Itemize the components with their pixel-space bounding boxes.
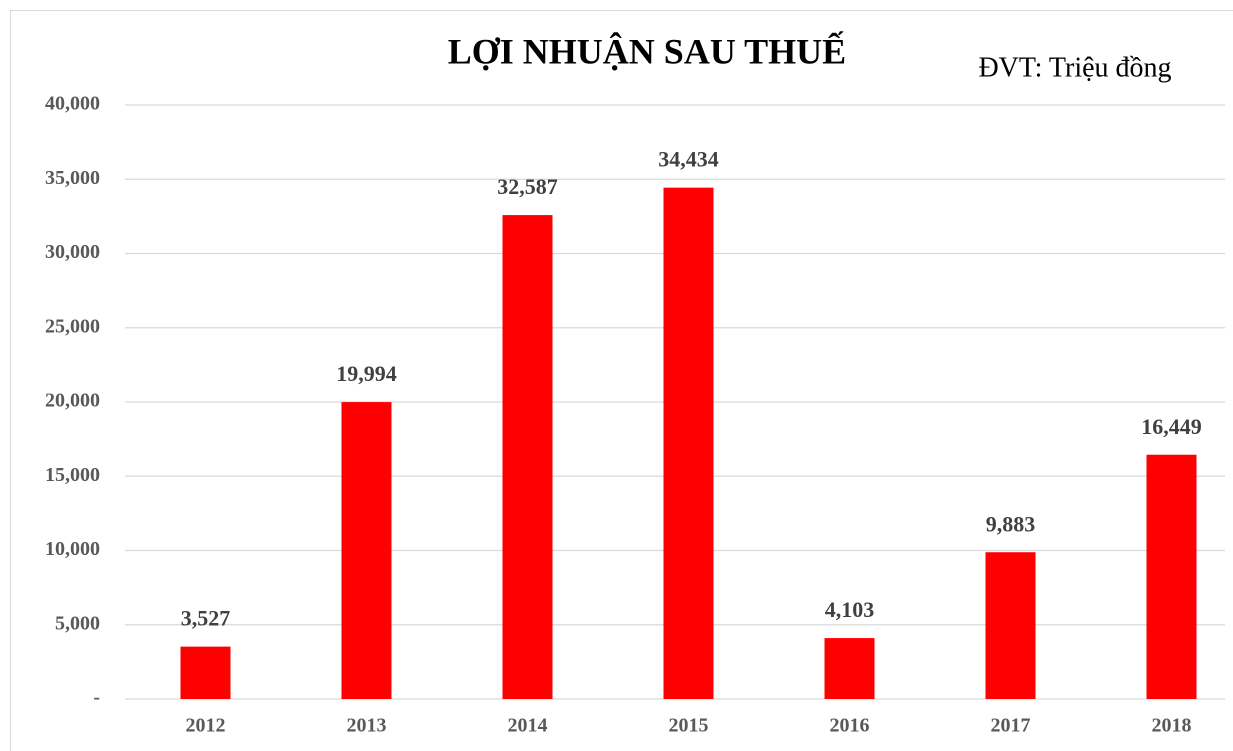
- y-tick-label: 25,000: [45, 315, 100, 337]
- bar: [502, 215, 553, 699]
- y-tick-label: 15,000: [45, 464, 100, 486]
- bar: [341, 402, 392, 699]
- data-label: 32,587: [497, 174, 558, 199]
- x-tick-label: 2016: [830, 715, 870, 737]
- annotation: ĐVT: Triệu đồng: [978, 52, 1171, 83]
- y-tick-label: 5,000: [55, 612, 100, 634]
- chart-title: LỢI NHUẬN SAU THUẾ: [448, 31, 846, 71]
- bar: [1146, 454, 1197, 699]
- y-tick-label: 40,000: [45, 93, 100, 115]
- chart-frame: [10, 10, 1233, 751]
- x-tick-label: 2015: [669, 715, 709, 737]
- x-tick-label: 2013: [347, 715, 387, 737]
- x-tick-label: 2018: [1152, 715, 1192, 737]
- x-tick-label: 2012: [186, 715, 226, 737]
- x-tick-label: 2017: [991, 715, 1031, 737]
- y-tick-label: 30,000: [45, 241, 100, 263]
- bar: [663, 187, 714, 700]
- data-label: 4,103: [825, 597, 875, 622]
- data-label: 3,527: [181, 606, 231, 631]
- y-tick-label: 35,000: [45, 167, 100, 189]
- bar: [985, 552, 1036, 699]
- data-label: 16,449: [1141, 414, 1202, 439]
- y-tick-label: 10,000: [45, 538, 100, 560]
- bar: [180, 646, 231, 699]
- y-tick-label: -: [93, 687, 100, 709]
- x-tick-label: 2014: [508, 715, 548, 737]
- data-label: 9,883: [986, 511, 1036, 536]
- y-tick-label: 20,000: [45, 390, 100, 412]
- bar: [824, 638, 875, 699]
- data-label: 19,994: [336, 361, 397, 386]
- data-label: 34,434: [658, 147, 719, 172]
